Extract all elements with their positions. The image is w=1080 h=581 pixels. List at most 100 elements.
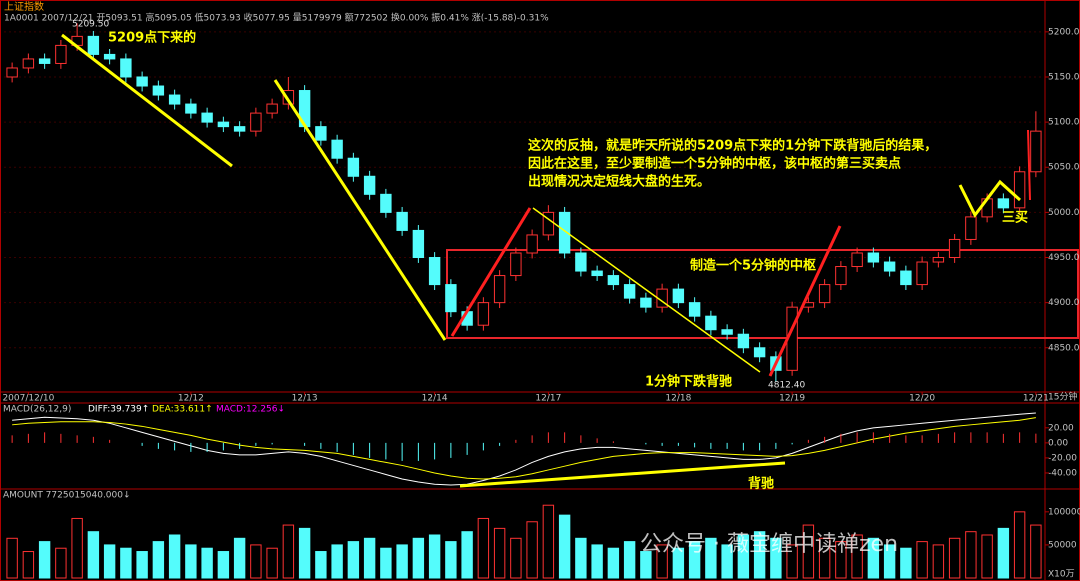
volume-bar (493, 527, 506, 579)
candle-body (347, 157, 360, 177)
volume-bar (412, 537, 425, 579)
volume-bar (477, 517, 490, 579)
candle-body (266, 103, 278, 114)
candle-body (688, 302, 701, 317)
volume-bar (1030, 524, 1042, 579)
volume-bar (315, 551, 327, 579)
volume-bar (965, 531, 977, 579)
candle-body (705, 315, 717, 331)
annotation: 制造一个5分钟的中枢 (690, 258, 816, 274)
volume-bar (282, 524, 295, 579)
candle-body (315, 126, 327, 141)
volume-bar (38, 541, 51, 579)
volume-bar (22, 551, 35, 579)
annotation: 因此在这里，至少要制造一个5分钟的中枢，该中枢的第三买卖点 (528, 156, 901, 172)
volume-bar (168, 534, 181, 579)
volume-bar (656, 544, 668, 579)
macd-line (12, 417, 1036, 480)
volume-bar (591, 544, 603, 579)
volume-bar (250, 544, 262, 579)
candle-body (900, 270, 912, 286)
y-tick-label: 5050.00 (1048, 163, 1080, 173)
volume-bar (71, 517, 83, 579)
annotation: 出现情况决定短线大盘的生死。 (528, 174, 710, 190)
candle-body (591, 270, 603, 277)
candle-body (623, 284, 636, 299)
volume-bar (997, 527, 1010, 579)
volume-bar (152, 541, 165, 579)
candle-body (510, 252, 522, 277)
annotation: 背驰 (748, 476, 774, 492)
volume-bar (575, 537, 587, 579)
volume-bar (331, 544, 343, 579)
candle-body (526, 234, 538, 254)
volume-bar (981, 534, 993, 579)
y-tick-label: 5100.00 (1048, 118, 1080, 128)
candle-body (558, 211, 571, 254)
volume-bar (786, 544, 798, 579)
volume-bar (428, 534, 441, 579)
volume-bar (217, 551, 230, 579)
volume-bar (380, 547, 392, 579)
volume-bar (867, 537, 880, 579)
candle-body (672, 288, 685, 304)
peak-label: 5209.50 (72, 20, 109, 30)
candle-body (640, 297, 652, 308)
volume-bar (916, 541, 928, 579)
volume-title: AMOUNT 7725015040.000↓ (3, 491, 131, 501)
x-tick-label: 12/12 (178, 394, 204, 404)
x-tick-label: 12/14 (422, 394, 448, 404)
y-tick-label: -40.00 (1048, 468, 1077, 478)
volume-bar (136, 551, 148, 579)
y-tick-label: 5150.00 (1048, 72, 1080, 82)
annotation: 三买 (1002, 211, 1028, 226)
y-tick-label: 4850.00 (1048, 343, 1080, 353)
volume-bar (737, 534, 750, 579)
volume-bar (802, 524, 815, 579)
candle-body (916, 261, 928, 286)
candle-body (965, 216, 977, 240)
annotation: 这次的反抽，就是昨天所说的5209点下来的1分钟下跌背驰后的结果， (528, 138, 937, 154)
candle-body (22, 58, 35, 69)
volume-bar (6, 537, 18, 579)
candle-body (835, 266, 847, 286)
volume-bar (851, 534, 863, 579)
annotation: 1分钟下跌背驰 (645, 374, 732, 390)
y-tick-label: 4900.00 (1048, 298, 1080, 308)
volume-bar (445, 541, 457, 579)
macd-line (12, 412, 1036, 486)
candle-body (477, 302, 490, 326)
y-tick-label: 0.00 (1048, 438, 1068, 448)
candle-body (818, 284, 831, 304)
volume-bar (835, 541, 847, 579)
low-label: 4812.40 (768, 381, 805, 391)
candle-body (721, 329, 733, 335)
quote-line: 1A0001 2007/12/21 开5093.51 高5095.05 低507… (4, 12, 549, 24)
candle-body (136, 76, 148, 87)
candle-body (753, 347, 766, 358)
legend-entry: DEA:33.611↑ (152, 405, 213, 415)
volume-bar (721, 544, 733, 579)
candle-body (168, 94, 181, 105)
volume-bar (753, 531, 766, 579)
candle-body (201, 112, 213, 123)
volume-bar (120, 547, 132, 579)
volume-bar (558, 514, 571, 579)
x-tick-label: 12/20 (909, 394, 935, 404)
volume-bar (607, 547, 620, 579)
candle-body (331, 139, 343, 159)
volume-bar (266, 547, 278, 579)
period-label: 15分钟 (1048, 391, 1077, 403)
x-tick-label: 2007/12/10 (2, 394, 54, 404)
volume-bar (201, 547, 213, 579)
candle-body (103, 53, 116, 60)
candle-body (1030, 130, 1042, 173)
x-tick-label: 12/21 (1023, 394, 1049, 404)
candle-body (217, 121, 230, 128)
candle-body (55, 44, 67, 64)
y-tick-label: -20.00 (1048, 453, 1077, 463)
annotation: 5209点下来的 (108, 30, 196, 46)
volume-bar (688, 541, 701, 579)
